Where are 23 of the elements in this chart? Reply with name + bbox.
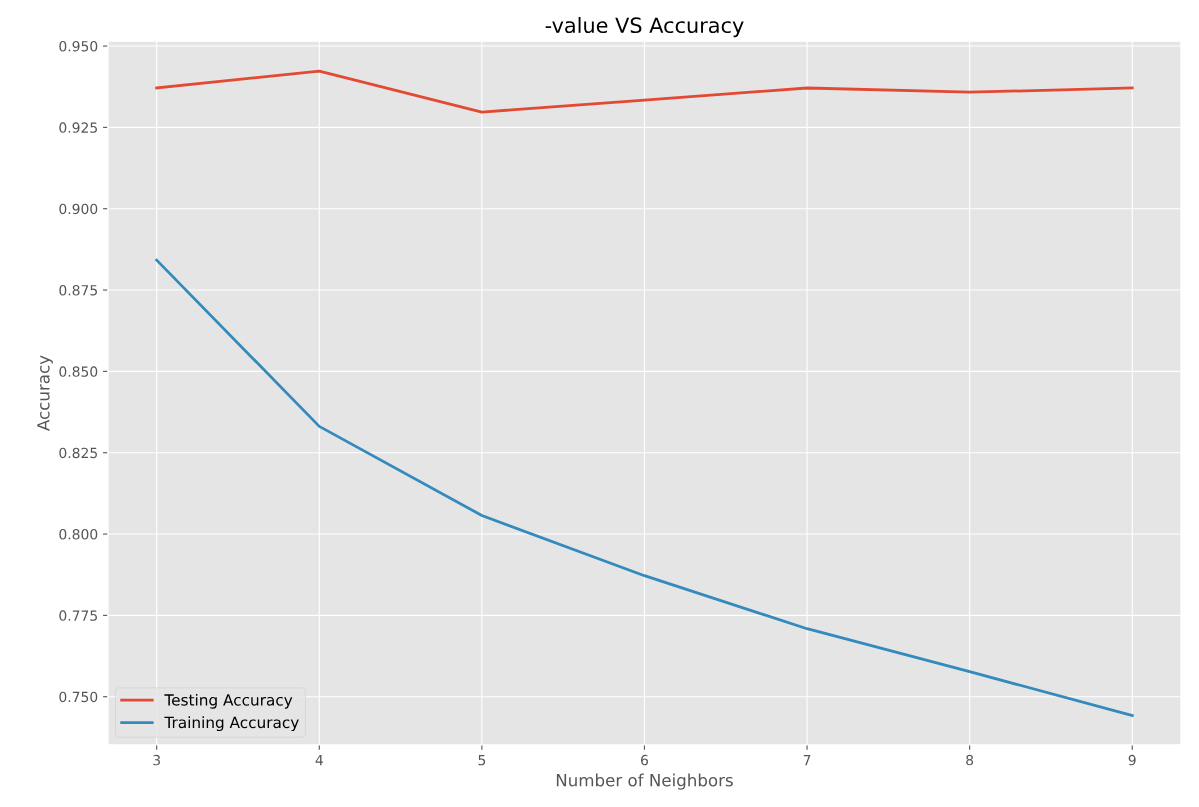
y-tick-label: 0.825 [59, 447, 97, 459]
x-tick-label: 9 [1128, 754, 1136, 766]
x-tick-label: 6 [641, 754, 649, 766]
legend-label: Testing Accuracy [164, 693, 293, 709]
x-tick-label: 5 [478, 755, 486, 766]
y-tick-label: 0.750 [59, 691, 98, 703]
chart-title: -value VS Accuracy [545, 16, 744, 38]
y-tick-label: 0.800 [59, 529, 98, 540]
legend-label: Training Accuracy [164, 716, 299, 732]
y-axis-title: Accuracy [37, 355, 53, 431]
x-tick-label: 8 [966, 754, 974, 766]
x-axis-title: Number of Neighbors [556, 773, 733, 790]
y-tick-label: 0.925 [59, 122, 97, 133]
line-series [155, 258, 1134, 717]
x-tick-label: 4 [315, 755, 323, 766]
y-tick-label: 0.850 [59, 366, 98, 377]
line-series [155, 69, 1134, 114]
x-tick-label: 3 [153, 754, 160, 766]
y-tick-label: 0.875 [59, 285, 97, 296]
y-tick-label: 0.775 [59, 610, 97, 621]
y-tick-label: 0.900 [59, 203, 98, 215]
y-tick-label: 0.950 [59, 41, 98, 52]
x-tick-label: 7 [803, 755, 811, 766]
